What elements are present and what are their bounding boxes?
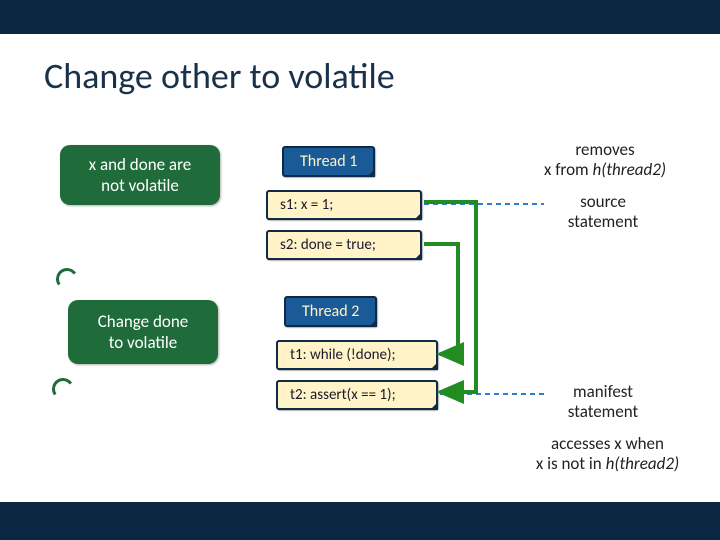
note-text: not volatile (101, 175, 179, 196)
anno-manifest: manifest statement (548, 382, 658, 423)
thread2-header: Thread 2 (284, 296, 377, 327)
stmt-s2: s2: done = true; (266, 230, 422, 260)
curl-decoration (50, 376, 75, 401)
anno-text: statement (568, 401, 638, 422)
page-title: Change other to volatile (44, 54, 395, 98)
stmt-t2: t2: assert(x == 1); (276, 380, 438, 410)
slide-frame-bottom (0, 502, 720, 540)
note-not-volatile: x and done are not volatile (60, 145, 220, 205)
anno-text: removes (575, 139, 634, 160)
anno-removes: removes x from h(thread2) (520, 140, 690, 181)
anno-text: x from (544, 159, 592, 180)
note-change-done: Change done to volatile (68, 300, 218, 364)
anno-text-italic: h(thread2) (592, 159, 666, 180)
anno-source: source statement (548, 192, 658, 233)
anno-text: source (580, 191, 626, 212)
note-text: to volatile (109, 332, 178, 353)
anno-text-italic: h(thread2) (606, 453, 680, 474)
note-text: Change done (98, 311, 189, 332)
anno-text: x is not in (536, 453, 606, 474)
note-text: x and done are (89, 154, 192, 175)
slide-frame-left (0, 502, 34, 540)
stmt-s1: s1: x = 1; (266, 190, 422, 220)
anno-text: statement (568, 211, 638, 232)
slide-frame-right (686, 502, 720, 540)
anno-accesses: accesses x when x is not in h(thread2) (510, 434, 705, 475)
thread1-header: Thread 1 (282, 146, 375, 177)
slide-frame-top (0, 0, 720, 34)
curl-decoration (54, 266, 79, 291)
stmt-t1: t1: while (!done); (276, 340, 438, 370)
anno-text: accesses x when (551, 433, 664, 454)
anno-text: manifest (573, 381, 633, 402)
